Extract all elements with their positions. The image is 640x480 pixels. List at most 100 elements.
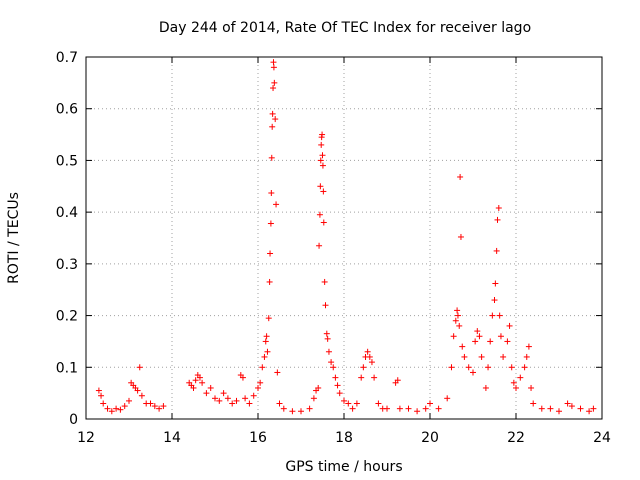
- data-point: [489, 312, 496, 319]
- data-point: [265, 315, 272, 322]
- data-point: [267, 220, 274, 227]
- data-point: [98, 392, 105, 399]
- data-point: [427, 400, 433, 407]
- data-point: [104, 405, 111, 412]
- y-tick-label: 0.5: [56, 153, 78, 169]
- data-point: [280, 405, 287, 412]
- y-tick-label: 0.3: [56, 257, 78, 273]
- data-point: [454, 307, 461, 314]
- data-point: [332, 374, 339, 381]
- data-point: [364, 348, 371, 355]
- chart-title: Day 244 of 2014, Rate Of TEC Index for r…: [159, 20, 531, 36]
- data-point: [493, 247, 500, 254]
- y-axis-label: ROTI / TECUs: [6, 192, 22, 284]
- data-point: [319, 131, 326, 138]
- data-point: [334, 382, 341, 389]
- data-point: [459, 343, 466, 350]
- data-point: [482, 384, 489, 391]
- data-point: [316, 211, 323, 218]
- data-point: [269, 110, 276, 117]
- data-point: [528, 384, 535, 391]
- data-point: [492, 280, 499, 287]
- data-point: [394, 377, 401, 384]
- x-tick-label: 22: [507, 430, 525, 446]
- data-point: [470, 369, 476, 376]
- data-point: [242, 395, 249, 402]
- data-point: [269, 123, 276, 130]
- data-point: [212, 395, 218, 402]
- data-point: [156, 405, 163, 412]
- data-point: [476, 333, 483, 340]
- data-point: [457, 233, 464, 240]
- data-point: [495, 205, 502, 212]
- data-point: [121, 403, 128, 410]
- data-point: [496, 312, 503, 319]
- data-point: [454, 312, 461, 319]
- y-tick-label: 0.1: [56, 360, 78, 376]
- data-point: [192, 377, 199, 384]
- data-point: [508, 364, 515, 371]
- data-point: [321, 278, 328, 285]
- data-point: [271, 79, 278, 86]
- data-point: [117, 406, 124, 413]
- data-point: [257, 379, 264, 386]
- data-point: [405, 405, 412, 412]
- data-point: [224, 395, 231, 402]
- data-point: [452, 317, 459, 324]
- data-point: [268, 190, 275, 197]
- data-point: [233, 397, 240, 404]
- data-point: [525, 343, 532, 350]
- data-point: [274, 369, 281, 376]
- data-point: [320, 188, 327, 195]
- data-point: [513, 384, 519, 391]
- data-point: [273, 201, 280, 208]
- data-point: [322, 302, 329, 309]
- data-point: [239, 374, 246, 381]
- y-tick-label: 0.7: [56, 50, 78, 66]
- data-point: [126, 397, 132, 404]
- data-point: [95, 387, 102, 394]
- data-point: [491, 297, 498, 304]
- data-point: [317, 157, 324, 164]
- x-tick-label: 20: [421, 430, 439, 446]
- data-point: [108, 408, 115, 415]
- data-point: [325, 348, 332, 355]
- data-point: [500, 353, 507, 360]
- data-point: [577, 405, 584, 412]
- x-tick-label: 16: [249, 430, 267, 446]
- data-point: [523, 353, 530, 360]
- data-point: [590, 405, 597, 412]
- data-point: [315, 384, 322, 391]
- data-point: [457, 173, 464, 180]
- data-point: [384, 405, 390, 412]
- data-point: [330, 364, 337, 371]
- data-point: [320, 219, 327, 226]
- data-point: [138, 392, 145, 399]
- data-point: [474, 328, 481, 335]
- data-point: [494, 216, 501, 223]
- data-point: [289, 408, 296, 415]
- y-tick-label: 0.2: [56, 309, 78, 325]
- data-point: [190, 384, 197, 391]
- data-point: [448, 364, 455, 371]
- data-point: [250, 392, 257, 399]
- data-point: [530, 400, 537, 407]
- grid: [86, 57, 602, 419]
- data-point: [147, 400, 154, 407]
- data-point: [262, 338, 269, 345]
- data-point: [324, 335, 331, 342]
- data-point: [506, 322, 513, 329]
- data-point: [485, 364, 492, 371]
- data-point: [100, 400, 107, 407]
- data-point: [270, 85, 277, 92]
- data-point: [538, 405, 545, 412]
- data-point: [422, 405, 429, 412]
- data-point: [207, 384, 214, 391]
- x-tick-label: 12: [77, 430, 95, 446]
- data-point: [461, 353, 468, 360]
- data-point: [261, 353, 268, 360]
- data-point: [396, 405, 403, 412]
- data-point: [368, 359, 375, 366]
- data-point: [319, 162, 326, 169]
